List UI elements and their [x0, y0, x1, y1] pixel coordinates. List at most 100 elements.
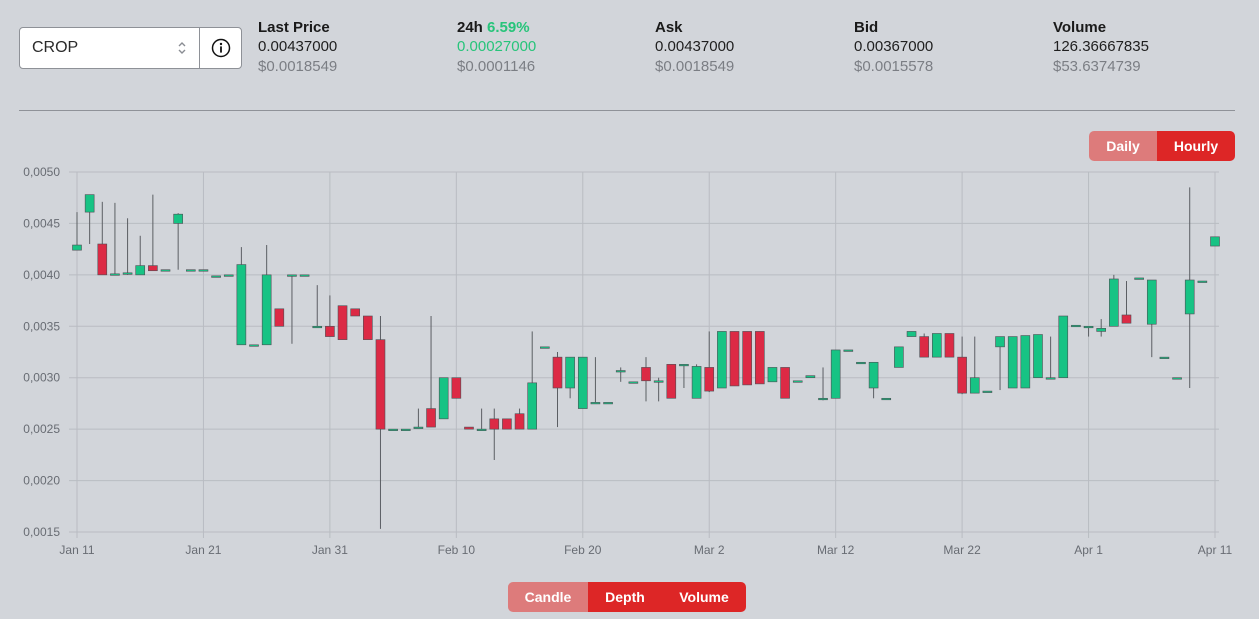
- candle-up: [628, 381, 639, 384]
- daily-button[interactable]: Daily: [1089, 131, 1157, 161]
- candle-up: [84, 194, 95, 213]
- candle-up: [805, 375, 816, 379]
- info-button[interactable]: [200, 28, 241, 68]
- candle-down: [704, 367, 715, 392]
- candle-up: [969, 377, 980, 394]
- x-tick-label: Mar 12: [817, 543, 855, 557]
- candle-down: [148, 265, 158, 272]
- candle-up: [261, 274, 272, 346]
- candle-up: [691, 366, 702, 399]
- candle-up: [818, 397, 828, 401]
- candle-up: [1197, 280, 1208, 283]
- candle-up: [1007, 336, 1018, 389]
- y-tick-label: 0,0035: [23, 319, 60, 333]
- pair-select[interactable]: CROP: [20, 28, 200, 68]
- candle-up: [540, 346, 550, 349]
- depth-button[interactable]: Depth: [588, 582, 662, 612]
- candle-up: [1096, 328, 1106, 332]
- x-tick-label: Feb 10: [438, 543, 476, 557]
- y-tick-label: 0,0020: [23, 474, 60, 488]
- candle-button[interactable]: Candle: [508, 582, 588, 612]
- candle-up: [881, 397, 892, 401]
- candle-up: [413, 426, 424, 429]
- candle-down: [426, 408, 436, 428]
- x-tick-label: Jan 31: [312, 543, 348, 557]
- candle-up: [287, 274, 297, 277]
- candle-up: [1184, 279, 1195, 315]
- candle-up: [792, 380, 803, 383]
- stat-label: Bid: [854, 19, 879, 36]
- candle-down: [274, 308, 285, 327]
- candle-up: [135, 265, 146, 276]
- candle-up: [249, 344, 259, 347]
- candle-down: [350, 308, 360, 317]
- market-header: CROP Last Price 0.00437000 $0.0018549 24…: [0, 0, 1259, 110]
- candle-up: [1134, 277, 1144, 280]
- candle-up: [299, 274, 310, 277]
- stat-value: 0.00027000: [457, 38, 537, 55]
- stat-value: 0.00437000: [258, 38, 338, 55]
- candle-up: [982, 390, 993, 393]
- stat-usd-value: $0.0015578: [854, 58, 934, 75]
- candle-up: [160, 269, 171, 272]
- candle-down: [337, 305, 348, 340]
- info-icon: [211, 38, 230, 58]
- candle-down: [325, 325, 335, 337]
- candle-up: [843, 349, 854, 352]
- candle-down: [742, 331, 752, 386]
- candle-up: [223, 274, 234, 277]
- candle-down: [489, 418, 500, 430]
- candle-up: [868, 361, 879, 389]
- stat-label: 24h 6.59%: [457, 18, 536, 37]
- candle-up: [110, 273, 120, 276]
- y-tick-label: 0,0015: [23, 525, 60, 539]
- candle-up: [198, 269, 209, 272]
- candle-down: [464, 426, 474, 430]
- candle-up: [565, 356, 575, 389]
- candle-down: [919, 336, 929, 358]
- stat-usd-value: $0.0018549: [258, 58, 338, 75]
- candle-up: [388, 428, 398, 431]
- stat-usd-value: $53.6374739: [1053, 58, 1141, 75]
- stat-value: 0.00437000: [655, 38, 735, 55]
- candle-up: [717, 331, 727, 389]
- candle-up: [932, 333, 942, 358]
- candle-up: [476, 428, 487, 431]
- candle-down: [780, 367, 790, 399]
- candle-up: [679, 364, 689, 367]
- x-tick-label: Apr 11: [1198, 543, 1233, 557]
- candle-up: [1083, 325, 1094, 329]
- x-tick-label: Jan 11: [59, 543, 94, 557]
- stat-value: 0.00367000: [854, 38, 934, 55]
- volume-button[interactable]: Volume: [662, 582, 746, 612]
- stat-bid: Bid 0.00367000 $0.0015578: [854, 18, 933, 77]
- candle-down: [451, 377, 462, 399]
- candle-down: [502, 418, 512, 430]
- candle-up: [1033, 334, 1043, 379]
- x-tick-label: Mar 22: [943, 543, 981, 557]
- candle-up: [1045, 377, 1056, 380]
- x-tick-label: Mar 2: [694, 543, 725, 557]
- stat-label-text: 24h: [457, 19, 483, 36]
- candle-up: [527, 382, 538, 430]
- candle-up: [1058, 315, 1069, 379]
- candle-up: [615, 370, 626, 373]
- candle-down: [754, 331, 765, 385]
- stat-value: 126.36667835: [1053, 38, 1149, 55]
- y-tick-label: 0,0050: [23, 165, 60, 179]
- pair-selector: CROP: [19, 27, 242, 69]
- candle-down: [729, 331, 740, 387]
- chevron-updown-icon: [178, 42, 186, 54]
- candle-up: [1172, 377, 1182, 380]
- candlestick-chart[interactable]: 0,0015 0,0020 0,0025 0,0030 0,0035 0,0040 0,00…: [0, 160, 1259, 560]
- candle-down: [514, 413, 525, 430]
- candle-down: [552, 356, 563, 389]
- x-tick-label: Feb 20: [564, 543, 602, 557]
- candle-up: [122, 272, 133, 275]
- candle-up: [830, 349, 841, 399]
- stat-usd-value: $0.0001146: [457, 58, 536, 75]
- y-tick-label: 0,0045: [23, 216, 60, 230]
- x-tick-label: Apr 1: [1074, 543, 1103, 557]
- candle-up: [1159, 356, 1170, 359]
- hourly-button[interactable]: Hourly: [1157, 131, 1235, 161]
